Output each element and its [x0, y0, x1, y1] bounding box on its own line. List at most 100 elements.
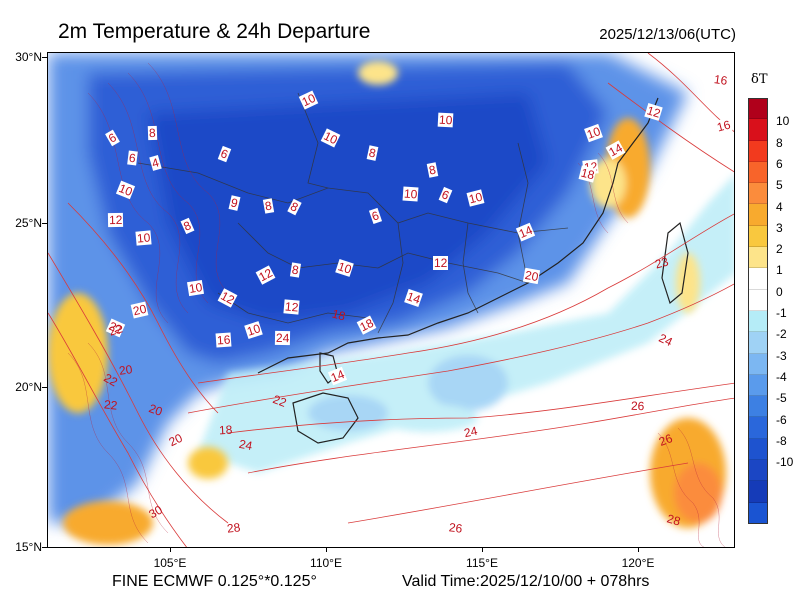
colorbar — [748, 98, 768, 524]
contour-label: 30 — [146, 502, 165, 522]
contour-label: 14 — [404, 288, 424, 308]
contour-label: 8 — [262, 198, 274, 214]
contour-label: 26 — [448, 520, 464, 536]
contour-label: 24 — [462, 423, 479, 441]
colorbar-label: -3 — [776, 348, 787, 363]
colorbar-label: -5 — [776, 391, 787, 406]
colorbar-label: 1 — [776, 263, 783, 278]
contour-label: 16 — [215, 332, 232, 348]
map-title: 2m Temperature & 24h Departure — [58, 20, 371, 43]
lat-label-20n: 20°N — [15, 380, 42, 394]
contour-label: 10 — [298, 90, 319, 110]
colorbar-swatch — [748, 183, 768, 205]
model-info: FINE ECMWF 0.125°*0.125° — [112, 573, 317, 590]
colorbar-label: 6 — [776, 156, 783, 171]
lon-label-120e: 120°E — [621, 556, 655, 570]
province-borders — [137, 92, 569, 334]
lat-tick — [42, 387, 47, 388]
contour-label: 18 — [218, 422, 233, 438]
contour-label: 23 — [653, 254, 671, 272]
contour-label: 18 — [578, 165, 597, 183]
contour-label: 6 — [217, 145, 231, 163]
lon-tick — [482, 547, 483, 552]
contour-label: 6 — [105, 129, 120, 147]
contour-label: 14 — [605, 140, 626, 160]
colorbar-swatch — [748, 140, 768, 162]
contour-label: 8 — [289, 262, 301, 278]
colorbar-swatch — [748, 289, 768, 311]
contour-label: 12 — [107, 212, 124, 228]
colorbar-swatch — [748, 310, 768, 333]
colorbar-swatch — [748, 353, 768, 375]
lat-tick — [42, 223, 47, 224]
contour-label: 8 — [180, 217, 195, 235]
contour-label: 9 — [228, 195, 241, 211]
contour-label: 6 — [368, 207, 382, 225]
colorbar-swatch — [748, 204, 768, 226]
contour-label: 20 — [118, 362, 134, 378]
contour-label: 28 — [665, 511, 683, 529]
contour-label: 10 — [335, 258, 355, 278]
contour-label: 8 — [366, 145, 379, 161]
contour-label: 10 — [320, 128, 341, 148]
contour-label: 14 — [327, 366, 348, 386]
colorbar-label: 4 — [776, 199, 783, 214]
contour-label-layer: 6646810881010101212141616101289881061010… — [48, 53, 734, 547]
lon-tick — [326, 547, 327, 552]
colorbar-swatch — [748, 460, 768, 482]
contour-label: 20 — [147, 401, 165, 419]
isotherms — [48, 53, 734, 547]
contour-label: 12 — [255, 265, 276, 285]
colorbar-frame — [748, 98, 768, 524]
colorbar-title: δT — [751, 72, 768, 87]
contour-label: 10 — [584, 123, 604, 143]
contour-label: 8 — [426, 162, 438, 178]
colorbar-label: 3 — [776, 220, 783, 235]
lon-label-115e: 115°E — [466, 556, 498, 570]
contour-label: 22 — [103, 397, 119, 413]
cold-departure-field — [48, 53, 688, 523]
colorbar-swatch — [748, 438, 768, 461]
lat-tick — [42, 57, 47, 58]
colorbar-label: 5 — [776, 178, 783, 193]
lat-label-15n: 15°N — [15, 540, 42, 554]
contour-label: 6 — [438, 186, 453, 204]
contour-label: 10 — [115, 180, 136, 200]
contour-label: 6 — [127, 150, 138, 166]
contour-label: 16 — [714, 117, 733, 135]
contour-label: 12 — [283, 299, 300, 315]
colorbar-label: 10 — [776, 114, 790, 129]
lat-label-25n: 25°N — [15, 216, 42, 230]
contour-label: 26 — [630, 398, 645, 414]
colorbar-label: -10 — [776, 455, 794, 470]
contour-label: 24 — [274, 330, 291, 346]
colorbar-swatch — [748, 374, 768, 397]
colorbar-swatch — [748, 225, 768, 248]
contour-label: 8 — [287, 198, 302, 216]
contour-label: 10 — [402, 186, 419, 202]
colorbar-label: 8 — [776, 135, 783, 150]
map-canvas — [48, 53, 734, 547]
contour-label: 26 — [656, 431, 675, 449]
colorbar-swatch — [748, 396, 768, 418]
colorbar-label: 0 — [776, 284, 783, 299]
colorbar-swatch — [748, 332, 768, 354]
colorbar-label: -2 — [776, 327, 787, 342]
lat-tick — [42, 547, 47, 548]
contour-label: 18 — [330, 306, 347, 324]
lat-label-30n: 30°N — [15, 50, 42, 64]
colorbar-swatch — [748, 119, 768, 141]
contour-label: 12 — [217, 288, 238, 308]
contour-label: 10 — [244, 320, 264, 340]
hainan-island — [292, 392, 359, 444]
contour-label: 20 — [522, 267, 541, 285]
lon-tick — [638, 547, 639, 552]
contour-label: 12 — [433, 256, 449, 270]
lon-label-110e: 110°E — [310, 556, 342, 570]
contour-label: 22 — [270, 392, 289, 410]
coastline — [257, 97, 659, 374]
contour-label: 10 — [186, 279, 205, 297]
taiwan-island — [661, 221, 689, 305]
contour-label: 8 — [147, 125, 157, 141]
contour-label: 10 — [466, 189, 485, 207]
